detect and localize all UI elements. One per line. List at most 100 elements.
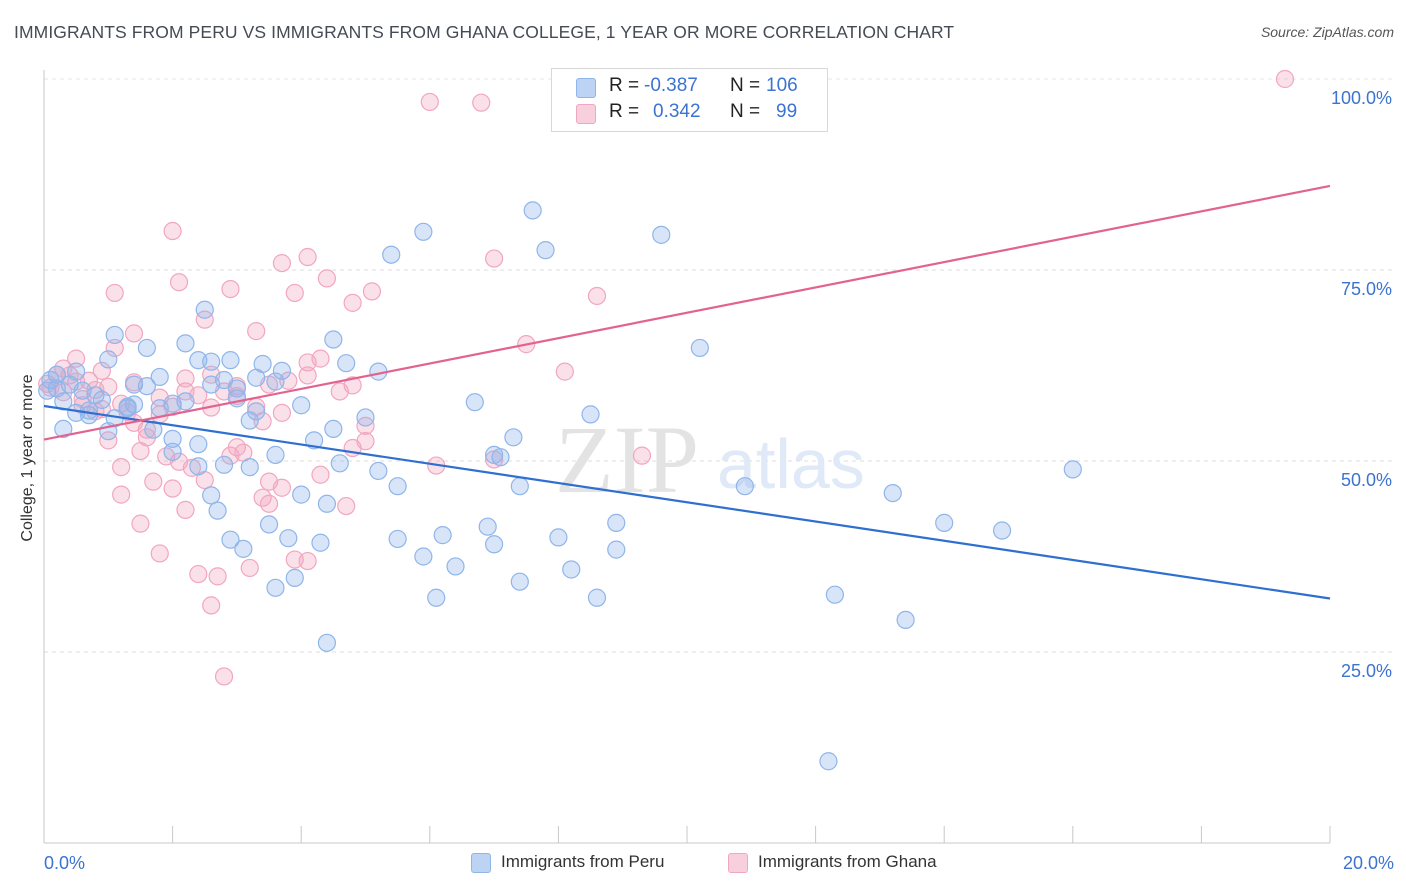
data-point-ghana (317, 269, 337, 288)
data-point-peru (896, 610, 915, 630)
data-point-ghana (587, 286, 607, 306)
data-point-peru (427, 588, 446, 607)
data-point-peru (240, 411, 259, 430)
legend-peru-n-value: 106 (766, 75, 798, 96)
data-point-ghana (163, 479, 182, 498)
y-tick-label: 100.0% (1331, 88, 1392, 108)
y-axis-label: College, 1 year or more (19, 374, 36, 542)
data-point-peru (337, 354, 356, 373)
watermark-atlas: atlas (717, 425, 865, 503)
y-tick-label: 25.0% (1341, 661, 1392, 681)
data-point-peru (266, 445, 285, 464)
data-point-ghana (311, 465, 330, 484)
data-point-ghana (144, 472, 163, 491)
data-point-ghana (202, 596, 221, 615)
data-point-ghana (131, 514, 150, 533)
data-point-peru (510, 572, 529, 591)
data-point-ghana (99, 431, 118, 450)
legend-ghana-r-value: 0.342 (653, 101, 701, 122)
data-point-ghana (163, 221, 182, 241)
axes (43, 70, 1331, 844)
data-point-peru (124, 395, 144, 414)
data-point-peru (491, 448, 510, 467)
data-point-peru (137, 377, 156, 396)
bottom-legend-label-ghana: Immigrants from Ghana (758, 852, 937, 871)
data-point-peru (79, 406, 99, 425)
legend-ghana-n-value: 99 (776, 101, 798, 122)
data-point-peru (266, 578, 285, 597)
data-point-peru (581, 405, 600, 424)
source-label: Source: ZipAtlas.com (1260, 24, 1394, 40)
legend-peru-r-label: R = (609, 75, 640, 96)
data-point-peru (324, 419, 343, 439)
correlation-legend: R = -0.387 N = 106 R = 0.342 N = 99 (551, 68, 828, 132)
data-point-ghana (298, 551, 317, 571)
data-point-ghana (472, 93, 491, 112)
data-point-peru (67, 362, 86, 381)
data-point-ghana (195, 310, 214, 329)
data-point-peru (549, 528, 568, 547)
data-point-ghana (253, 488, 272, 507)
data-point-peru (176, 334, 195, 353)
data-point-peru (356, 408, 375, 427)
data-point-ghana (247, 322, 266, 341)
data-point-peru (221, 530, 240, 549)
data-point-peru (259, 515, 279, 534)
data-point-peru (587, 588, 607, 607)
data-point-ghana (272, 478, 292, 497)
data-point-peru (189, 457, 208, 476)
watermark-zip: ZIP (555, 406, 699, 513)
data-point-ghana (137, 428, 156, 447)
data-point-ghana (272, 254, 292, 273)
data-point-ghana (176, 500, 195, 519)
bottom-legend-swatch-peru (471, 853, 491, 873)
x-tick-label-max: 20.0% (1343, 853, 1394, 873)
data-point-peru (73, 381, 92, 400)
bottom-legend-ghana: Immigrants from Ghana (728, 851, 988, 875)
legend-peru-n-label: N = (730, 75, 761, 96)
data-point-ghana (150, 544, 169, 563)
x-tick-label-min: 0.0% (44, 853, 85, 873)
data-point-peru (285, 568, 304, 587)
data-point-peru (150, 367, 169, 387)
data-point-ghana (112, 485, 131, 504)
data-point-ghana (169, 273, 189, 292)
data-point-ghana (632, 446, 652, 465)
data-point-peru (382, 245, 401, 264)
data-point-ghana (285, 283, 304, 303)
data-point-ghana (330, 382, 349, 401)
series-peru-points (38, 201, 1082, 771)
data-point-peru (202, 486, 221, 505)
data-point-peru (324, 330, 343, 349)
data-point-peru (208, 501, 227, 520)
data-point-peru (99, 350, 118, 369)
data-point-ghana (356, 432, 375, 451)
data-point-peru (279, 529, 298, 548)
data-point-peru (195, 300, 214, 319)
data-point-ghana (279, 371, 298, 390)
legend-ghana-r-label: R = (609, 101, 640, 122)
data-point-peru (317, 494, 337, 513)
data-point-ghana (67, 349, 86, 368)
data-point-peru (523, 201, 542, 220)
data-point-peru (311, 533, 330, 552)
data-point-peru (388, 529, 407, 549)
data-point-peru (189, 435, 208, 454)
data-point-peru (304, 431, 324, 450)
data-point-peru (247, 402, 266, 421)
data-point-peru (292, 485, 311, 504)
data-point-peru (266, 372, 285, 391)
watermark: ZIP atlas (555, 406, 865, 513)
data-point-peru (247, 368, 266, 387)
data-point-peru (607, 513, 626, 532)
data-point-ghana (221, 280, 240, 299)
data-point-ghana (176, 382, 195, 401)
data-point-peru (137, 338, 156, 358)
data-point-peru (446, 557, 465, 576)
data-point-peru (240, 458, 259, 477)
data-point-peru (536, 241, 555, 260)
data-point-peru (54, 419, 73, 439)
data-point-peru (227, 389, 246, 408)
data-point-peru (510, 477, 529, 496)
